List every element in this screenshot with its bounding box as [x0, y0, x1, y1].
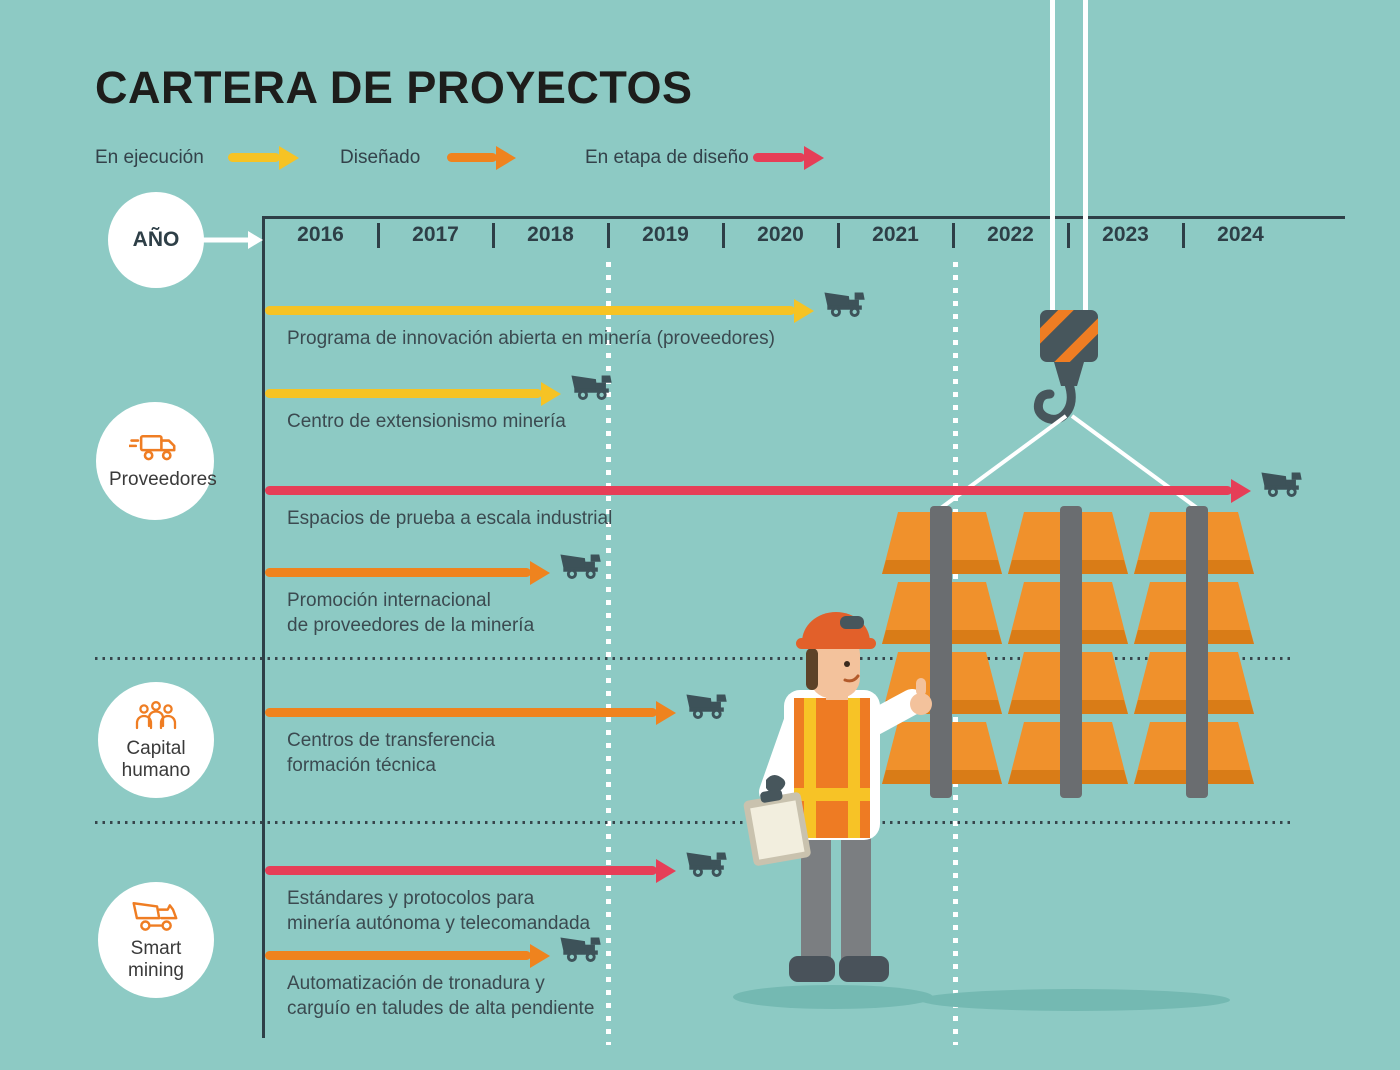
year-label: 2023: [1102, 223, 1149, 246]
legend-label-disenado: Diseñado: [340, 147, 421, 168]
axis-tick: [607, 223, 610, 248]
page-title: CARTERA DE PROYECTOS: [95, 62, 693, 113]
category-label: Smart mining: [128, 937, 184, 981]
project-label: Centro de extensionismo minería: [287, 411, 566, 432]
year-label: 2021: [872, 223, 919, 246]
axis-tick: [377, 223, 380, 248]
project-arrow: [265, 389, 542, 398]
mining-truck-icon: [559, 934, 605, 964]
project-label: Estándares y protocolos para minería aut…: [287, 888, 591, 934]
mining-truck-icon: [685, 849, 731, 879]
project-arrow: [265, 951, 531, 960]
axis-tick: [1067, 223, 1070, 248]
year-label: 2017: [412, 223, 459, 246]
legend-arrow-disenado-icon: [447, 153, 497, 162]
legend-arrow-en-etapa-icon: [753, 153, 805, 162]
year-label: 2016: [297, 223, 344, 246]
dotted-gridline-2019: [606, 262, 611, 1045]
section-separator-1: [95, 657, 1293, 660]
section-separator-2: [95, 821, 1293, 824]
year-label: 2018: [527, 223, 574, 246]
people-icon: [135, 700, 177, 729]
legend-label-en-etapa-de-diseno: En etapa de diseño: [585, 147, 749, 168]
project-label: Centros de transferencia formación técni…: [287, 730, 496, 776]
category-label: Proveedores: [109, 468, 217, 490]
project-arrow: [265, 866, 657, 875]
category-bubble-capital-humano: Capital humano: [98, 682, 214, 798]
axis-tick: [1182, 223, 1185, 248]
category-bubble-proveedores: Proveedores: [96, 402, 217, 520]
mining-truck-icon: [132, 901, 178, 931]
year-axis-label: AÑO: [132, 228, 180, 251]
mining-truck-icon: [823, 289, 869, 319]
axis-tick: [492, 223, 495, 248]
axis-tick: [837, 223, 840, 248]
project-label: Espacios de prueba a escala industrial: [287, 508, 613, 529]
project-label: Automatización de tronadura y carguío en…: [287, 973, 595, 1019]
category-bubble-smart-mining: Smart mining: [98, 882, 214, 998]
mining-truck-icon: [559, 551, 605, 581]
axis-tick: [952, 223, 955, 248]
project-arrow: [265, 708, 657, 717]
category-label: Capital humano: [121, 737, 191, 781]
project-label: Programa de innovación abierta en minerí…: [287, 328, 775, 349]
legend-label-en-ejecucion: En ejecución: [95, 147, 204, 168]
mining-truck-icon: [685, 691, 731, 721]
mining-truck-icon: [1260, 469, 1306, 499]
axis-tick: [722, 223, 725, 248]
year-axis-arrow-icon: [200, 231, 263, 249]
project-label: Promoción internacional de proveedores d…: [287, 590, 535, 636]
legend-arrow-en-ejecucion-icon: [228, 153, 280, 162]
project-arrow: [265, 486, 1232, 495]
year-label: 2020: [757, 223, 804, 246]
project-arrow: [265, 306, 795, 315]
year-label: 2024: [1217, 223, 1264, 246]
year-label: 2022: [987, 223, 1034, 246]
project-arrow: [265, 568, 531, 577]
delivery-truck-icon: [129, 434, 176, 460]
year-axis-bubble: AÑO: [108, 192, 204, 288]
mining-truck-icon: [570, 372, 616, 402]
axis-horizontal-line: [263, 216, 1345, 219]
status-legend: En ejecución Diseñado En etapa de diseño: [0, 146, 1400, 176]
year-label: 2019: [642, 223, 689, 246]
axis-vertical-line: [262, 216, 265, 1038]
